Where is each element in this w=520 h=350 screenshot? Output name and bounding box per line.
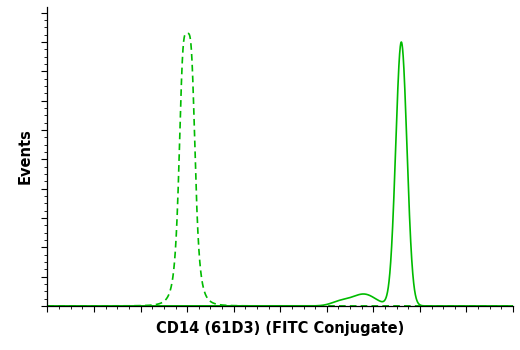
Y-axis label: Events: Events xyxy=(17,128,32,184)
X-axis label: CD14 (61D3) (FITC Conjugate): CD14 (61D3) (FITC Conjugate) xyxy=(156,321,405,336)
